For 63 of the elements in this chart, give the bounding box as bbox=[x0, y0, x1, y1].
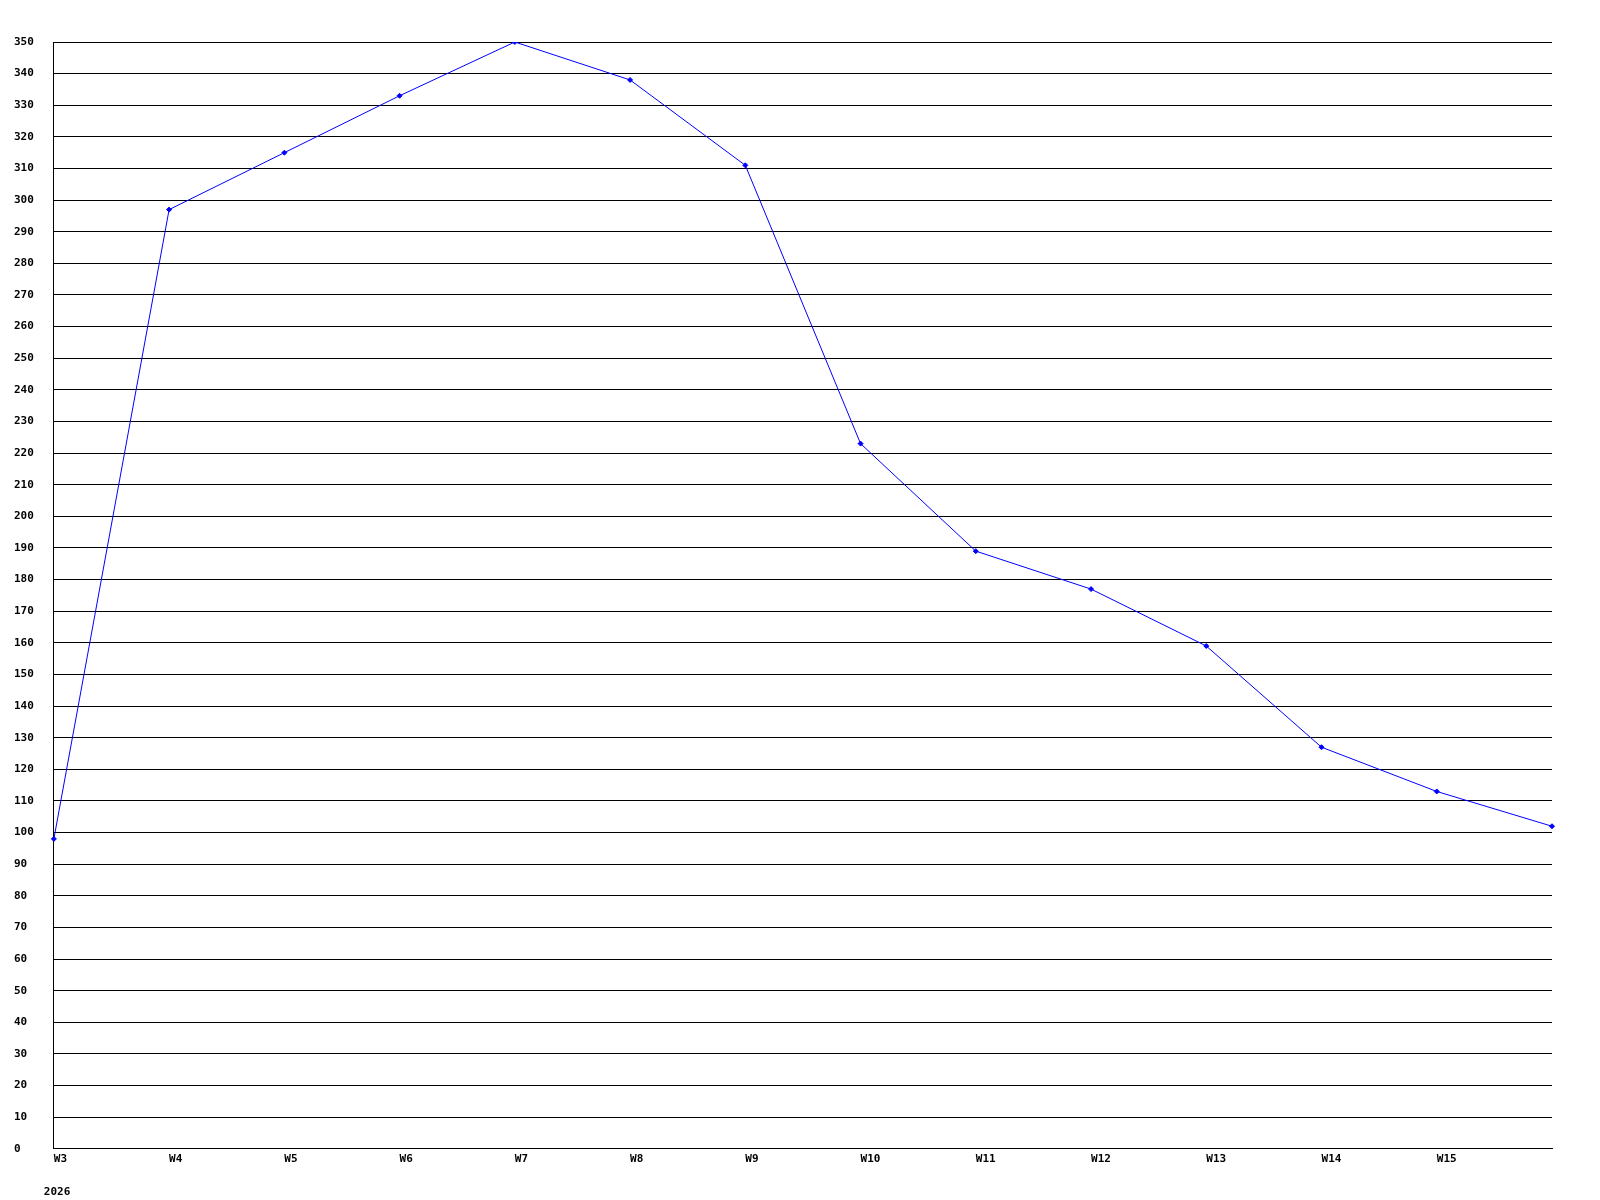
point bbox=[857, 440, 864, 447]
y-tick-label: 270 bbox=[14, 287, 34, 301]
y-tick-label: 50 bbox=[14, 983, 28, 997]
x-tick-label: W6 bbox=[399, 1152, 414, 1166]
y-tick-label: 290 bbox=[14, 224, 34, 238]
y-tick-label: 140 bbox=[14, 698, 34, 712]
y-tick-label: 350 bbox=[14, 34, 34, 48]
y-tick-label: 40 bbox=[14, 1015, 28, 1029]
x-tick-label: W12 bbox=[1091, 1152, 1111, 1166]
y-tick-label: 10 bbox=[14, 1110, 28, 1124]
y-tick-label: 240 bbox=[14, 382, 34, 396]
y-tick-label: 230 bbox=[14, 414, 34, 428]
y-tick-label: 320 bbox=[14, 129, 34, 143]
y-tick-label: 300 bbox=[14, 192, 34, 206]
x-tick-label: W8 bbox=[630, 1152, 644, 1166]
x-tick-label: W4 bbox=[169, 1152, 183, 1166]
y-tick-label: 110 bbox=[14, 793, 34, 807]
y-tick-label: 200 bbox=[14, 509, 34, 523]
y-tick-label: 220 bbox=[14, 445, 34, 459]
x-tick-label: W10 bbox=[860, 1152, 881, 1166]
y-tick-label: 30 bbox=[14, 1046, 28, 1060]
point bbox=[50, 835, 57, 842]
y-tick-label: 250 bbox=[14, 351, 34, 365]
point bbox=[972, 548, 979, 555]
point bbox=[1549, 823, 1555, 830]
y-tick-label: 60 bbox=[14, 951, 28, 965]
y-tick-label: 160 bbox=[14, 635, 34, 649]
point bbox=[1318, 744, 1325, 751]
y-tick-label: 340 bbox=[14, 66, 34, 80]
y-tick-label: 280 bbox=[14, 256, 34, 270]
point bbox=[396, 92, 403, 99]
point bbox=[742, 162, 749, 169]
x-tick-label: W9 bbox=[745, 1152, 759, 1166]
y-tick-label: 80 bbox=[14, 888, 28, 902]
y-tick-label: 130 bbox=[14, 730, 34, 744]
point bbox=[627, 76, 634, 83]
y-tick-label: 70 bbox=[14, 920, 28, 934]
point bbox=[281, 149, 288, 156]
x-tick-label: W15 bbox=[1436, 1152, 1457, 1166]
y-tick-label: 100 bbox=[14, 825, 34, 839]
x-tick-label: W3 bbox=[53, 1152, 68, 1166]
y-tick-label: 90 bbox=[14, 857, 28, 871]
y-tick-label: 150 bbox=[14, 667, 34, 681]
point bbox=[1433, 788, 1440, 795]
y-tick-label: 0 bbox=[14, 1141, 21, 1155]
x-tick-label: W14 bbox=[1321, 1152, 1342, 1166]
y-tick-label: 180 bbox=[14, 572, 34, 586]
x-tick-label: W5 bbox=[284, 1152, 298, 1166]
text: 2026 bbox=[43, 1185, 71, 1199]
y-tick-label: 210 bbox=[14, 477, 34, 491]
y-tick-label: 260 bbox=[14, 319, 34, 333]
point bbox=[166, 206, 173, 213]
x-tick-label: W11 bbox=[975, 1152, 997, 1166]
x-tick-label: W7 bbox=[514, 1152, 529, 1166]
y-tick-label: 170 bbox=[14, 604, 34, 618]
y-tick-label: 20 bbox=[14, 1078, 28, 1092]
x-tick-label: W13 bbox=[1206, 1152, 1227, 1166]
point bbox=[1088, 586, 1095, 593]
y-tick-label: 310 bbox=[14, 161, 34, 175]
y-tick-label: 330 bbox=[14, 98, 34, 112]
point bbox=[1203, 643, 1210, 649]
y-tick-label: 190 bbox=[14, 540, 34, 554]
y-tick-label: 120 bbox=[14, 762, 34, 776]
